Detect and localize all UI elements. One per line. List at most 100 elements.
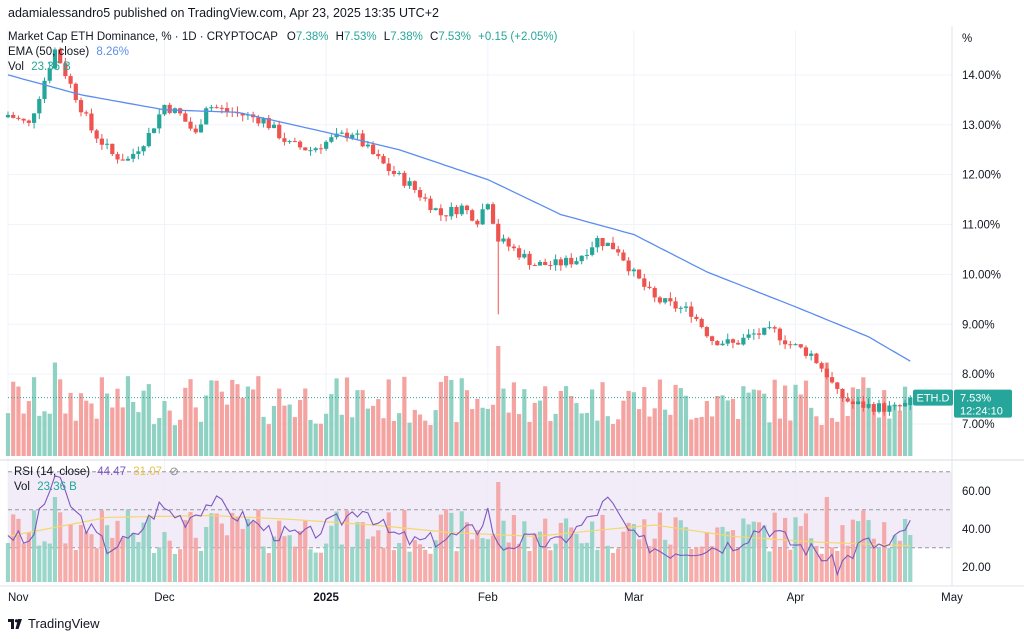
volume-bar: [58, 379, 63, 456]
tradingview-brand[interactable]: TradingView: [8, 616, 100, 631]
rsi-volume-bar: [824, 497, 829, 582]
candle-body: [78, 100, 84, 113]
volume-bar: [68, 392, 73, 456]
rsi-volume-bar: [178, 549, 183, 582]
volume-bar: [480, 407, 485, 456]
rsi-volume-bar: [783, 517, 788, 582]
volume-bar: [78, 393, 84, 456]
rsi-volume-bar: [694, 547, 699, 582]
rsi-volume-bar: [490, 535, 496, 582]
volume-bar: [642, 387, 647, 456]
candle-body: [866, 404, 871, 408]
volume-bar: [386, 379, 391, 456]
volume-bar: [908, 404, 913, 456]
volume-bar: [683, 395, 689, 456]
volume-bar: [73, 420, 78, 456]
rsi-volume-bar: [146, 516, 151, 582]
rsi-legend-label: RSI (14, close): [14, 466, 90, 478]
candle-body: [626, 260, 631, 272]
volume-bar: [574, 403, 579, 456]
candle-body: [313, 148, 318, 151]
volume-bar: [668, 414, 673, 456]
chart[interactable]: 14.00% 13.00% 12.00% 11.00% 10.00% 9.00% 8.00%…: [0, 26, 1024, 614]
candle-body: [443, 215, 449, 217]
candle-body: [459, 205, 464, 215]
candle-body: [595, 238, 600, 248]
axes: 14.00% 13.00% 12.00% 11.00% 10.00% 9.00% 8.00%…: [0, 26, 1024, 604]
legend-o-value: 7.38%: [296, 31, 329, 43]
rsi-volume-bar: [553, 543, 558, 582]
x-tick-label: Mar: [624, 592, 644, 604]
volume-bar: [63, 413, 68, 456]
eye-icon[interactable]: ⊘: [169, 466, 179, 478]
rsi-volume-bar: [621, 531, 626, 582]
rsi-volume-bar: [397, 543, 402, 582]
rsi-legend: RSI (14, close) 44.47 31.07 ⊘: [14, 466, 179, 478]
volume-bar: [344, 377, 350, 456]
rsi-volume-bar: [579, 543, 584, 582]
candle-body: [438, 208, 443, 216]
volume-bar: [365, 408, 370, 456]
candle-body: [193, 128, 198, 133]
candle-body: [37, 99, 42, 114]
candle-body: [882, 403, 887, 412]
volume-bar: [829, 417, 835, 456]
candle-body: [209, 107, 214, 109]
candle-body: [167, 104, 172, 113]
rsi-volume-bar: [673, 517, 678, 582]
candle-body: [689, 306, 694, 317]
candle-body: [527, 253, 532, 266]
candle-body: [292, 141, 297, 143]
volume-bar: [438, 381, 443, 456]
rsi-volume-bar: [751, 521, 756, 582]
candle-body: [845, 398, 850, 402]
candle-body: [892, 405, 897, 407]
volume-bar: [814, 416, 819, 456]
candle-body: [809, 353, 814, 356]
candle-body: [104, 143, 110, 145]
candle-body: [485, 204, 490, 210]
candle-body: [543, 261, 548, 266]
candle-body: [636, 269, 642, 279]
published-by: adamialessandro5 published on TradingVie…: [8, 6, 439, 20]
candle-body: [391, 171, 397, 174]
candle-body: [381, 156, 386, 164]
rsi-volume-bar: [506, 542, 511, 582]
x-tick-label: Dec: [154, 592, 175, 604]
rsi-volume-bar: [647, 546, 652, 582]
y-tick-label: 10.00%: [962, 269, 1001, 281]
rsi-volume-bar: [21, 543, 26, 582]
rsi-volume-bar: [449, 512, 454, 582]
volume-bar: [104, 393, 110, 456]
rsi-volume-bar: [709, 546, 715, 582]
volume-bar: [110, 407, 115, 456]
candle-body: [517, 248, 522, 258]
rsi-volume-bar: [287, 535, 292, 582]
rsi-volume-bar: [746, 524, 751, 582]
candle-body: [261, 118, 266, 124]
candle-body: [798, 344, 803, 348]
volume-bar: [902, 386, 908, 456]
candle-body: [490, 204, 496, 224]
legend-l-label: L: [384, 31, 391, 43]
candle-body: [344, 132, 350, 139]
rsi-volume-bar: [626, 522, 631, 582]
rsi-volume-bar: [600, 514, 605, 582]
candle-body: [501, 238, 506, 242]
rsi-volume-bar: [412, 540, 417, 582]
rsi-volume-bar: [224, 535, 230, 582]
rsi-volume-bar: [183, 519, 188, 582]
candles: [5, 47, 913, 416]
rsi-volume-bar: [391, 550, 397, 582]
rsi-volume-bar: [480, 538, 485, 582]
volume-bar: [183, 387, 188, 456]
rsi-volume-bar: [730, 530, 736, 582]
candle-body: [16, 117, 21, 119]
volume-bar: [84, 400, 89, 456]
candle-body: [522, 253, 527, 258]
candle-body: [89, 113, 94, 131]
candle-body: [5, 114, 11, 118]
candle-body: [584, 254, 590, 256]
rsi-volume-bar: [610, 552, 616, 582]
rsi-tick-label: 60.00: [962, 486, 991, 498]
